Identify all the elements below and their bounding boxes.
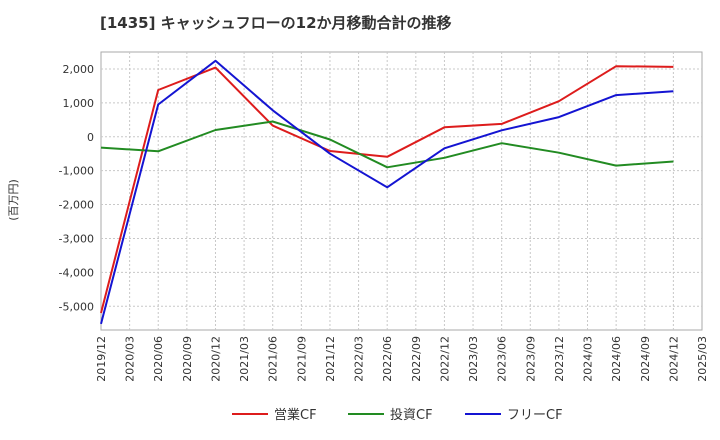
x-tick-label: 2021/06 — [267, 336, 280, 382]
x-tick-label: 2023/06 — [496, 336, 509, 382]
chart-title: [1435] キャッシュフローの12か月移動合計の推移 — [100, 14, 452, 32]
x-tick-label: 2025/03 — [696, 336, 709, 382]
x-tick-label: 2024/03 — [582, 336, 595, 382]
x-tick-label: 2021/03 — [238, 336, 251, 382]
x-tick-label: 2022/09 — [410, 336, 423, 382]
legend-label: フリーCF — [507, 408, 563, 423]
x-tick-label: 2021/09 — [295, 336, 308, 382]
y-tick-label: -4,000 — [59, 266, 94, 279]
series-lines — [100, 59, 674, 325]
plot-area — [100, 51, 703, 331]
x-tick-label: 2020/03 — [124, 336, 137, 382]
y-tick-label: -2,000 — [59, 199, 94, 212]
x-tick-label: 2024/12 — [667, 336, 680, 382]
y-axis-label: (百万円) — [7, 179, 20, 221]
x-tick-label: 2023/09 — [524, 336, 537, 382]
x-tick-label: 2022/12 — [438, 336, 451, 382]
legend-label: 営業CF — [274, 407, 317, 423]
x-tick-label: 2021/12 — [324, 336, 337, 382]
x-tick-label: 2024/09 — [639, 336, 652, 382]
x-tick-label: 2020/09 — [181, 336, 194, 382]
x-tick-label: 2019/12 — [95, 336, 108, 382]
x-tick-label: 2020/12 — [209, 336, 222, 382]
legend: 営業CF 投資CF フリーCF — [232, 407, 563, 423]
x-tick-label: 2023/03 — [467, 336, 480, 382]
y-tick-label: -1,000 — [59, 165, 94, 178]
x-tick-label: 2022/06 — [381, 336, 394, 382]
y-tick-label: 2,000 — [63, 63, 95, 76]
y-tick-label: 1,000 — [63, 97, 95, 110]
x-tick-label: 2024/06 — [610, 336, 623, 382]
x-tick-label: 2020/06 — [152, 336, 165, 382]
series-line-投資CF — [100, 120, 674, 169]
x-axis-ticks: 2019/12 2020/03 2020/06 2020/09 2020/12 2021/… — [95, 336, 709, 382]
y-tick-label: 0 — [87, 131, 94, 144]
y-tick-label: -3,000 — [59, 232, 94, 245]
series-line-フリーCF — [100, 59, 674, 325]
y-axis-ticks: 2,000 1,000 0 -1,000 -2,000 -3,000 -4,000 -5,00… — [59, 63, 94, 313]
x-tick-label: 2022/03 — [353, 336, 366, 382]
x-tick-label: 2023/12 — [553, 336, 566, 382]
grid-lines — [101, 52, 702, 330]
legend-label: 投資CF — [390, 407, 433, 423]
y-tick-label: -5,000 — [59, 300, 94, 313]
